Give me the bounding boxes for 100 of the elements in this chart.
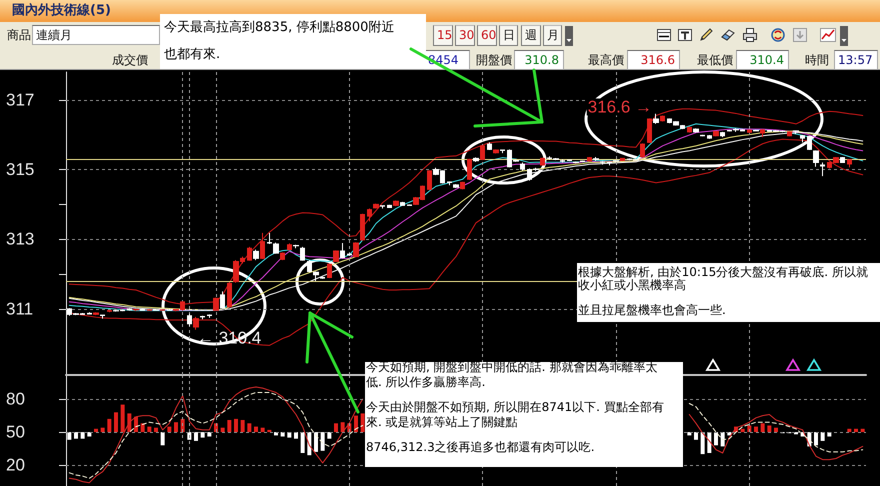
candlestick: [453, 184, 459, 188]
candlestick: [720, 131, 725, 138]
candlestick: [467, 158, 472, 180]
bar: [354, 416, 358, 432]
candlestick: [293, 244, 299, 249]
bar: [200, 432, 205, 438]
candlestick: [247, 246, 252, 262]
annotation: 並且拉尾盤機率也會高一些.: [578, 303, 727, 317]
bar: [847, 428, 852, 432]
button: 60: [477, 25, 497, 46]
bar: [147, 426, 152, 432]
candlestick: [640, 142, 645, 158]
text: 時間: [805, 52, 829, 69]
bar: [194, 432, 198, 441]
candlestick: [473, 156, 479, 162]
candlestick: [260, 232, 265, 260]
candlestick: [587, 156, 592, 162]
candlestick: [287, 242, 292, 251]
bar: [340, 422, 345, 432]
candlestick: [487, 142, 492, 151]
bar: [314, 432, 318, 452]
candlestick: [360, 213, 365, 242]
candlestick: [300, 246, 305, 262]
bar: [814, 432, 818, 446]
candlestick: [820, 162, 825, 177]
bar: [760, 423, 765, 432]
bar: [720, 432, 725, 446]
bar: [327, 432, 332, 439]
candlestick: [700, 134, 705, 137]
candlestick: [333, 250, 339, 263]
candlestick: [147, 308, 152, 312]
bar: [687, 432, 692, 436]
candlestick: [480, 144, 485, 161]
y-tick-label: 80: [6, 390, 25, 409]
bar: [160, 432, 165, 446]
candlestick: [193, 316, 199, 330]
candlestick: [100, 314, 105, 320]
annotation: 8746,312.3之後再追多也都還有肉可以吃.: [366, 440, 596, 455]
candlestick: [800, 134, 805, 143]
input-field: 連續月: [32, 25, 160, 45]
candlestick: [847, 158, 852, 168]
bar: [100, 428, 105, 432]
note-box: 今天最高拉高到8835, 停利點8800附近也都有來.: [160, 14, 426, 69]
text: 開盤價: [476, 52, 512, 69]
candlestick: [687, 126, 692, 134]
candlestick: [280, 252, 285, 261]
candlestick: [567, 159, 572, 162]
bar: [207, 432, 212, 436]
candlestick: [807, 135, 812, 151]
bar: [107, 418, 112, 432]
candlestick: [653, 113, 659, 124]
bar: [120, 404, 125, 432]
candlestick: [93, 312, 99, 316]
candlestick: [713, 130, 719, 137]
bar: [227, 420, 232, 432]
candlestick: [213, 297, 219, 312]
y-tick-label: 311: [6, 299, 34, 318]
bar: [74, 432, 78, 439]
bar: [154, 428, 158, 432]
candlestick: [313, 271, 319, 282]
input-field: 310.4: [736, 50, 789, 70]
bar: [334, 423, 338, 432]
bar: [820, 432, 825, 441]
candlestick: [693, 128, 699, 134]
bar: [774, 428, 778, 432]
candlestick: [253, 249, 259, 261]
candlestick: [87, 312, 92, 315]
text: 成交價: [112, 52, 148, 69]
bar: [260, 428, 265, 432]
y-tick-label: 50: [6, 422, 25, 442]
annotation: 316.6 →: [588, 98, 652, 116]
bar: [694, 432, 698, 440]
candlestick: [500, 149, 505, 154]
bar: [254, 426, 258, 432]
annotation: 今天由於開盤不如預期, 所以開在8741以下. 買點全部有來. 或是就算等站上了關鍵點: [366, 400, 665, 430]
candlestick: [393, 200, 399, 207]
button: 30: [455, 25, 475, 46]
bar: [714, 432, 718, 446]
candlestick: [187, 313, 192, 327]
bar: [174, 422, 178, 432]
candlestick: [380, 204, 385, 210]
candlestick: [540, 157, 545, 166]
bar: [94, 428, 98, 432]
bar: [854, 428, 858, 432]
bar: [267, 430, 272, 432]
bar: [220, 428, 225, 432]
note-box: 根據大盤解析, 由於10:15分後大盤沒有再破底. 所以就收小紅或小黑機率高 並且拉尾盤機率也會高一些.: [577, 263, 880, 322]
candlestick: [327, 263, 332, 279]
candlestick: [227, 282, 232, 308]
y-tick-label: 313: [6, 230, 34, 249]
candlestick: [340, 242, 345, 259]
text: 最高價: [588, 52, 624, 69]
candlestick: [607, 161, 612, 166]
input-field: 316.6: [627, 50, 680, 70]
bar: [767, 426, 772, 432]
y-tick-label: 317: [6, 90, 34, 110]
candlestick: [560, 158, 565, 164]
candlestick: [620, 158, 625, 162]
candlestick: [107, 310, 112, 313]
candlestick: [267, 232, 272, 245]
